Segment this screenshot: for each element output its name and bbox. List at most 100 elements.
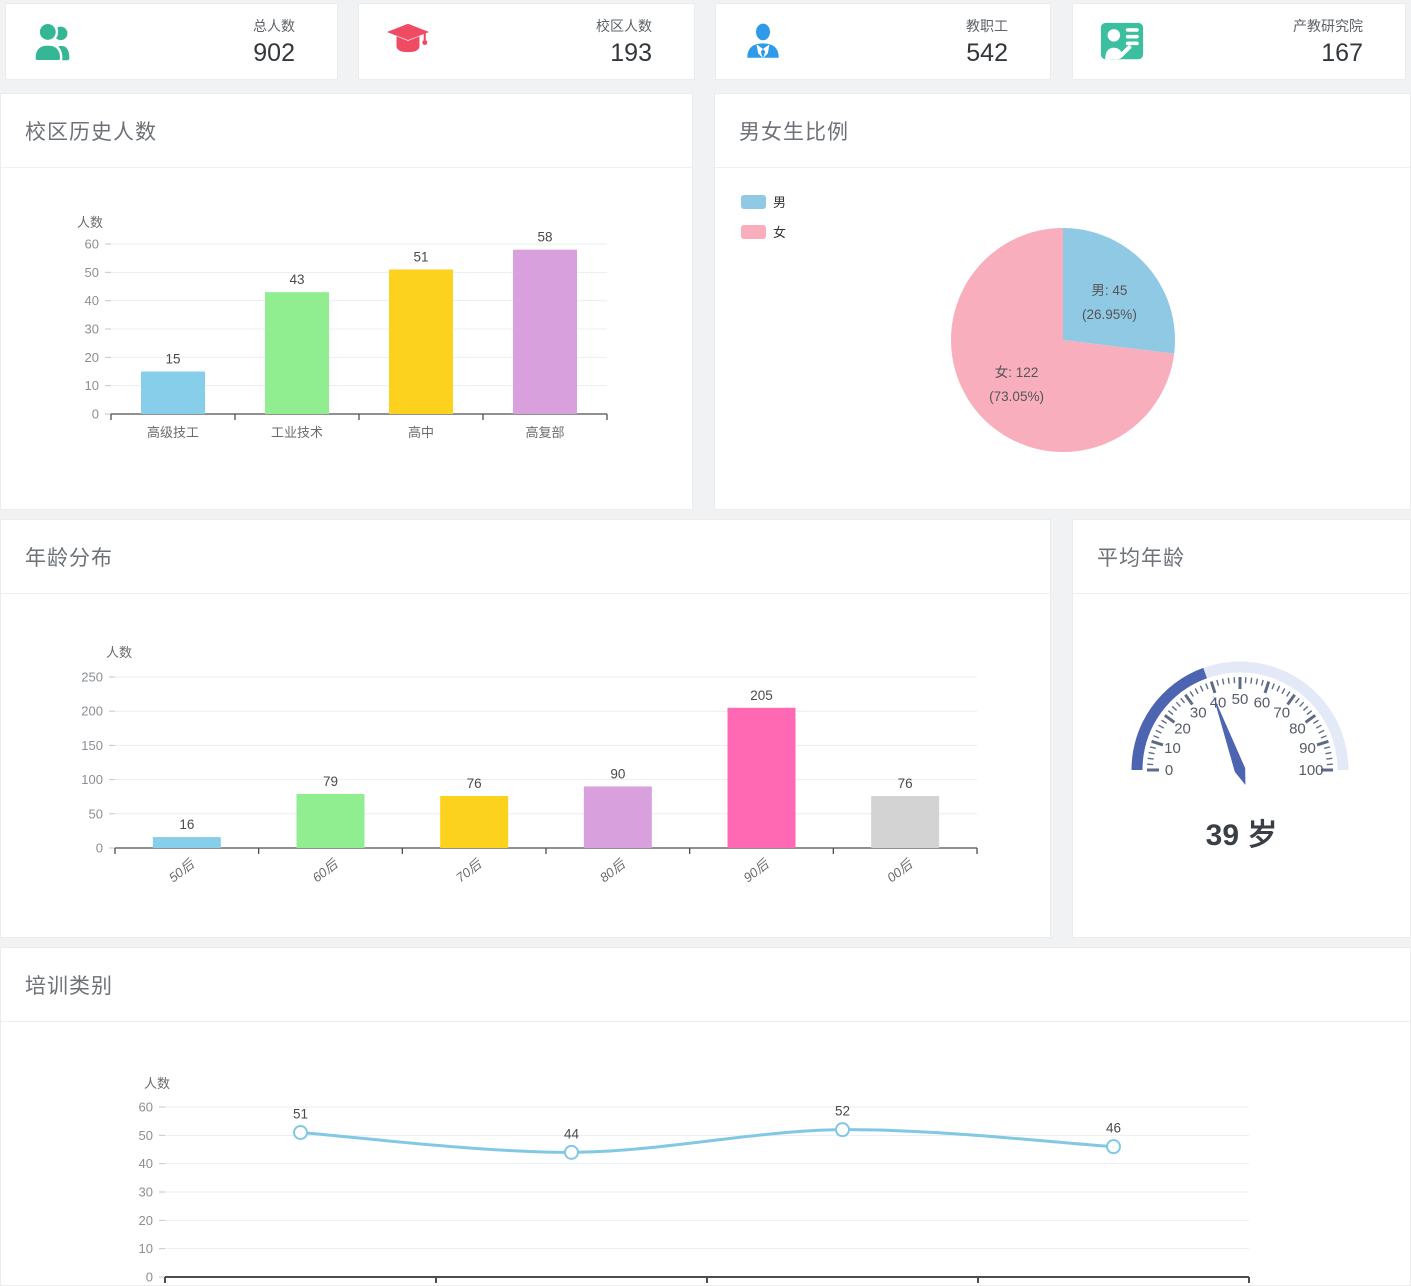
panel-gender-ratio: 男女生比例 男: 45 (26.95%) 女: 122 (73.05%) 男 女 [714, 93, 1411, 510]
training-category-line-chart[interactable]: 0 10 20 30 40 50 60 人数 51 44 52 46 [5, 1046, 1405, 1285]
stat-card-staff: 教职工 542 [715, 3, 1051, 80]
svg-text:高复部: 高复部 [525, 425, 564, 440]
svg-text:50: 50 [89, 806, 103, 821]
gender-ratio-pie-chart[interactable]: 男: 45 (26.95%) 女: 122 (73.05%) [715, 168, 1410, 509]
legend-swatch-female [741, 224, 766, 239]
svg-text:30: 30 [139, 1185, 153, 1200]
svg-text:女: 122: 女: 122 [995, 364, 1039, 380]
panel-title: 校区历史人数 [25, 120, 157, 144]
svg-text:250: 250 [81, 670, 103, 685]
svg-text:人数: 人数 [106, 645, 132, 660]
svg-text:高中: 高中 [408, 425, 434, 440]
svg-text:52: 52 [835, 1104, 850, 1119]
legend-swatch-male [741, 194, 766, 209]
svg-text:50后: 50后 [166, 855, 198, 885]
svg-text:76: 76 [898, 776, 913, 791]
svg-text:150: 150 [81, 738, 103, 753]
svg-text:43: 43 [289, 272, 304, 287]
stat-label: 校区人数 [596, 17, 652, 34]
svg-text:20: 20 [139, 1213, 153, 1228]
svg-text:00后: 00后 [884, 855, 916, 885]
svg-text:10: 10 [85, 378, 99, 393]
legend-label: 女 [773, 225, 787, 240]
svg-text:70: 70 [1273, 705, 1290, 722]
panel-age-distribution: 年龄分布 0 50 100 150 200 250 人数 16 50后 79 60后 76 70后 90 8… [0, 519, 1051, 938]
presenter-board-icon [1100, 22, 1144, 59]
panel-header: 年龄分布 [1, 520, 1050, 594]
svg-text:90: 90 [1299, 740, 1316, 757]
svg-text:60: 60 [1254, 694, 1271, 711]
svg-text:人数: 人数 [144, 1076, 170, 1091]
stat-value: 193 [610, 38, 652, 67]
svg-text:10: 10 [1164, 740, 1181, 757]
pie-legend: 男 女 [741, 192, 786, 241]
svg-text:51: 51 [293, 1107, 308, 1122]
svg-text:80后: 80后 [597, 855, 629, 885]
users-icon [33, 21, 70, 62]
panel-title: 男女生比例 [739, 120, 849, 144]
svg-text:76: 76 [467, 776, 482, 791]
svg-text:16: 16 [179, 817, 194, 832]
panel-title: 平均年龄 [1097, 546, 1185, 570]
svg-text:40: 40 [139, 1156, 153, 1171]
stat-label: 总人数 [253, 17, 295, 34]
svg-text:205: 205 [750, 688, 773, 703]
svg-text:50: 50 [139, 1128, 153, 1143]
svg-text:60后: 60后 [309, 855, 341, 885]
staff-person-icon [747, 23, 779, 58]
stat-label: 教职工 [966, 17, 1008, 34]
svg-text:10: 10 [139, 1241, 153, 1256]
svg-text:80: 80 [1289, 720, 1306, 737]
svg-text:高级技工: 高级技工 [147, 425, 199, 440]
svg-text:20: 20 [85, 350, 99, 365]
panel-title: 培训类别 [25, 974, 113, 998]
svg-text:(73.05%): (73.05%) [989, 389, 1044, 404]
svg-text:0: 0 [92, 407, 99, 422]
svg-text:90: 90 [610, 766, 625, 781]
svg-text:30: 30 [85, 322, 99, 337]
svg-text:0: 0 [1165, 762, 1173, 779]
svg-text:男: 45: 男: 45 [1091, 283, 1127, 298]
svg-text:15: 15 [165, 352, 180, 367]
stat-card-institute: 产教研究院 167 [1072, 3, 1406, 80]
svg-text:70后: 70后 [453, 855, 485, 885]
stat-label: 产教研究院 [1293, 17, 1363, 34]
gauge-value: 39 岁 [1205, 819, 1278, 852]
svg-text:200: 200 [81, 704, 103, 719]
svg-text:工业技术: 工业技术 [271, 425, 323, 440]
svg-text:0: 0 [146, 1270, 153, 1285]
legend-label: 男 [773, 195, 787, 210]
svg-text:30: 30 [1190, 705, 1207, 722]
campus-history-bar-chart[interactable]: 0 10 20 30 40 50 60 人数 15 高级技工 43 工业技术 51 高中 58 高复部 [19, 194, 669, 494]
stat-value: 902 [253, 38, 295, 67]
panel-campus-history: 校区历史人数 0 10 20 30 40 50 60 人数 15 高级技工 43 工业技术 51 高中 58… [0, 93, 693, 510]
svg-text:58: 58 [537, 230, 552, 245]
svg-text:50: 50 [85, 265, 99, 280]
svg-text:20: 20 [1174, 720, 1191, 737]
legend-item-male[interactable]: 男 [741, 192, 786, 211]
svg-text:100: 100 [81, 772, 103, 787]
svg-text:79: 79 [323, 774, 338, 789]
stat-value: 542 [966, 38, 1008, 67]
svg-text:46: 46 [1106, 1121, 1121, 1136]
panel-average-age: 平均年龄 0 10 20 30 40 50 60 70 80 90 100 39 岁 [1072, 519, 1411, 938]
panel-training-category: 培训类别 0 10 20 30 40 50 60 人数 51 44 52 46 [0, 947, 1411, 1286]
svg-text:0: 0 [96, 841, 103, 856]
panel-title: 年龄分布 [25, 546, 113, 570]
svg-text:人数: 人数 [77, 215, 103, 230]
legend-item-female[interactable]: 女 [741, 222, 786, 241]
svg-text:90后: 90后 [740, 855, 772, 885]
stat-value: 167 [1321, 38, 1363, 67]
panel-header: 校区历史人数 [1, 94, 692, 168]
panel-header: 培训类别 [1, 948, 1410, 1022]
panel-header: 男女生比例 [715, 94, 1410, 168]
graduation-cap-icon [386, 23, 430, 52]
stat-card-campus: 校区人数 193 [358, 3, 695, 80]
svg-text:40: 40 [85, 293, 99, 308]
svg-text:100: 100 [1298, 762, 1323, 779]
svg-text:40: 40 [1210, 694, 1227, 711]
stat-card-total: 总人数 902 [5, 3, 338, 80]
